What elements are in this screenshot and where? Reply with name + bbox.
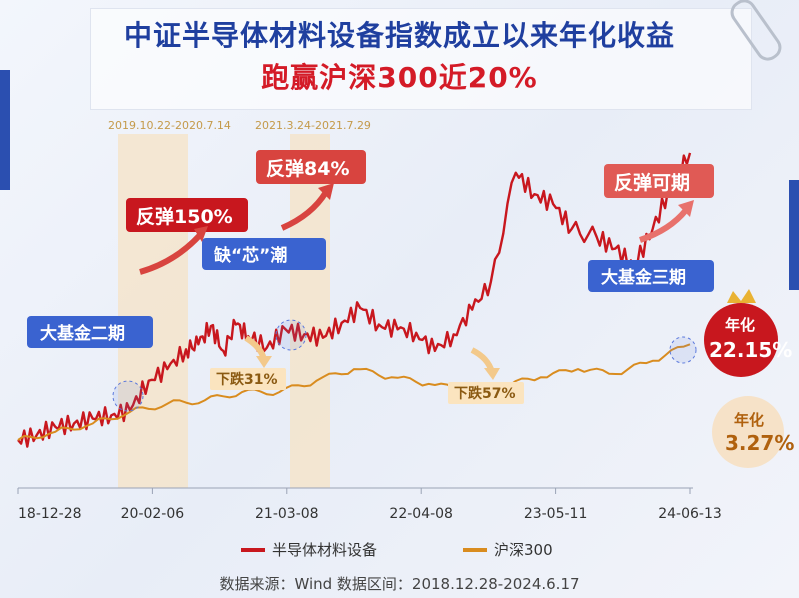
arrow-up-icon-head <box>318 183 334 200</box>
callout-rebound-84-text: 反弹84% <box>266 157 349 180</box>
arrow-down-icon-head <box>484 368 500 380</box>
crown-icon <box>727 289 756 303</box>
callout-chip-wave-text: 缺“芯”潮 <box>214 245 287 266</box>
event-marker-big-fund-2 <box>112 380 144 412</box>
legend-label-semi: 半导体材料设备 <box>272 541 377 559</box>
callout-chip-wave: 缺“芯”潮 <box>202 238 326 270</box>
decor-stripe-right <box>789 180 799 290</box>
decor-stripe-left <box>0 70 10 190</box>
callout-big-fund-2-text: 大基金二期 <box>40 323 125 344</box>
x-tick-label: 18-12-28 <box>18 506 82 522</box>
arrow-up-icon <box>639 208 689 243</box>
label-drop-57-text: 下跌57% <box>454 386 516 402</box>
badge-semi-annualized: 年化 22.15% <box>704 289 792 377</box>
footer-source: 数据来源：Wind 数据区间：2018.12.28-2024.6.17 <box>219 575 580 593</box>
x-tick-label: 21-03-08 <box>255 506 319 522</box>
period-label-2: 2021.3.24-2021.7.29 <box>255 119 371 132</box>
arrow-up-icon <box>280 190 329 231</box>
x-tick-label: 20-02-06 <box>121 506 185 522</box>
badge-semi-value: 22.15% <box>709 338 792 362</box>
arrow-down-icon-head <box>256 356 272 368</box>
title-line-2: 跑赢沪深300近20% <box>261 61 538 94</box>
x-tick-label: 22-04-08 <box>389 506 453 522</box>
event-marker-big-fund-3 <box>669 336 697 364</box>
title-line-1: 中证半导体材料设备指数成立以来年化收益 <box>123 19 675 52</box>
x-tick-label: 24-06-13 <box>658 506 722 522</box>
badge-semi-label: 年化 <box>725 316 755 334</box>
badge-hs300-value: 3.27% <box>725 431 794 455</box>
callout-rebound-150-text: 反弹150% <box>136 205 233 228</box>
label-drop-31: 下跌31% <box>210 368 286 390</box>
legend: 半导体材料设备 沪深300 <box>241 541 553 559</box>
label-drop-57: 下跌57% <box>448 382 524 404</box>
series-line-hs300 <box>17 343 691 441</box>
callout-big-fund-3-text: 大基金三期 <box>601 267 686 288</box>
header-panel <box>90 8 752 110</box>
badge-hs300-annualized: 年化 3.27% <box>712 396 794 468</box>
arrow-up-icon-head <box>194 226 208 242</box>
badge-hs300-label: 年化 <box>734 411 764 429</box>
event-marker-chip-wave <box>275 319 307 351</box>
callout-big-fund-3: 大基金三期 <box>588 260 714 292</box>
legend-label-hs300: 沪深300 <box>494 541 553 559</box>
series-line-semi <box>17 152 692 448</box>
callout-rebound-possible-text: 反弹可期 <box>614 171 690 194</box>
callout-rebound-150: 反弹150% <box>126 198 248 232</box>
period-label-1: 2019.10.22-2020.7.14 <box>108 119 231 132</box>
callout-big-fund-2: 大基金二期 <box>27 316 153 348</box>
x-tick-label: 23-05-11 <box>524 506 588 522</box>
callout-rebound-possible: 反弹可期 <box>604 164 714 198</box>
period-band-1 <box>118 134 188 488</box>
arrow-up-icon-head <box>678 200 694 217</box>
arrow-up-icon <box>139 232 203 275</box>
callout-rebound-84: 反弹84% <box>256 150 366 184</box>
label-drop-31-text: 下跌31% <box>216 372 278 388</box>
